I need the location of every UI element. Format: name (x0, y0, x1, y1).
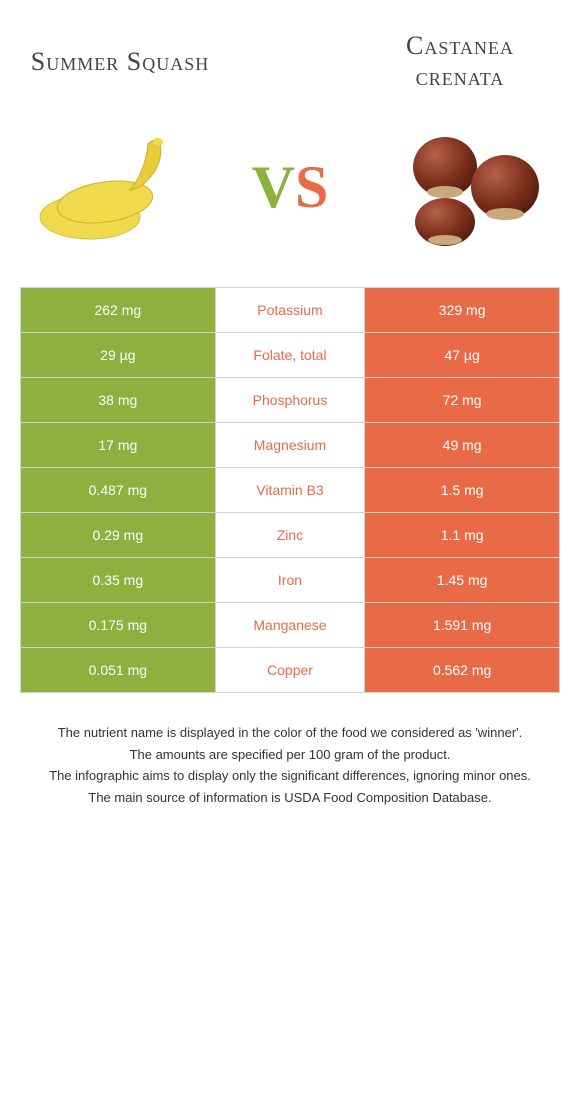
left-value-cell: 29 µg (21, 333, 215, 377)
vs-v-letter: V (252, 153, 295, 222)
table-row: 38 mgPhosphorus72 mg (21, 377, 559, 422)
left-value-cell: 0.051 mg (21, 648, 215, 692)
nutrient-name-cell: Phosphorus (215, 378, 366, 422)
table-row: 0.175 mgManganese1.591 mg (21, 602, 559, 647)
footnote-line: The amounts are specified per 100 gram o… (30, 745, 550, 765)
right-value-cell: 47 µg (365, 333, 559, 377)
footnote-line: The infographic aims to display only the… (30, 766, 550, 786)
nutrient-name-cell: Potassium (215, 288, 366, 332)
vs-label: VS (252, 153, 329, 222)
table-row: 29 µgFolate, total47 µg (21, 332, 559, 377)
table-row: 0.051 mgCopper0.562 mg (21, 647, 559, 692)
left-value-cell: 0.29 mg (21, 513, 215, 557)
left-value-cell: 38 mg (21, 378, 215, 422)
right-value-cell: 49 mg (365, 423, 559, 467)
nutrient-name-cell: Vitamin B3 (215, 468, 366, 512)
infographic-container: Summer Squash Castanea crenata VS (0, 0, 580, 839)
nutrient-name-cell: Manganese (215, 603, 366, 647)
right-value-cell: 1.5 mg (365, 468, 559, 512)
left-value-cell: 262 mg (21, 288, 215, 332)
table-row: 17 mgMagnesium49 mg (21, 422, 559, 467)
footnote-line: The nutrient name is displayed in the co… (30, 723, 550, 743)
right-value-cell: 1.45 mg (365, 558, 559, 602)
table-row: 0.487 mgVitamin B31.5 mg (21, 467, 559, 512)
left-food-title: Summer Squash (20, 46, 220, 77)
header-row: Summer Squash Castanea crenata (20, 30, 560, 92)
right-food-title: Castanea crenata (360, 30, 560, 92)
left-food-image (20, 112, 200, 262)
footnotes: The nutrient name is displayed in the co… (20, 723, 560, 807)
right-value-cell: 1.591 mg (365, 603, 559, 647)
images-row: VS (20, 112, 560, 262)
right-value-cell: 329 mg (365, 288, 559, 332)
table-row: 0.35 mgIron1.45 mg (21, 557, 559, 602)
right-value-cell: 0.562 mg (365, 648, 559, 692)
nutrient-name-cell: Zinc (215, 513, 366, 557)
nutrient-name-cell: Magnesium (215, 423, 366, 467)
left-value-cell: 0.175 mg (21, 603, 215, 647)
nutrient-table: 262 mgPotassium329 mg29 µgFolate, total4… (20, 287, 560, 693)
right-value-cell: 1.1 mg (365, 513, 559, 557)
vs-s-letter: S (295, 153, 328, 222)
left-value-cell: 0.487 mg (21, 468, 215, 512)
table-row: 262 mgPotassium329 mg (21, 287, 559, 332)
nutrient-name-cell: Copper (215, 648, 366, 692)
nutrient-name-cell: Folate, total (215, 333, 366, 377)
nutrient-name-cell: Iron (215, 558, 366, 602)
left-value-cell: 0.35 mg (21, 558, 215, 602)
footnote-line: The main source of information is USDA F… (30, 788, 550, 808)
right-food-image (380, 112, 560, 262)
table-row: 0.29 mgZinc1.1 mg (21, 512, 559, 557)
left-value-cell: 17 mg (21, 423, 215, 467)
right-value-cell: 72 mg (365, 378, 559, 422)
